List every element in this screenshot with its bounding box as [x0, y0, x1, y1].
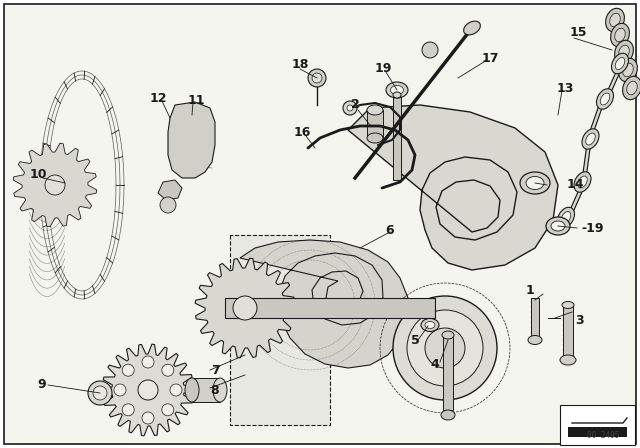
- Polygon shape: [195, 258, 295, 358]
- Bar: [563, 305, 573, 360]
- Polygon shape: [240, 240, 408, 368]
- Bar: [531, 298, 539, 340]
- Ellipse shape: [367, 105, 383, 115]
- Ellipse shape: [623, 76, 640, 100]
- Bar: [367, 110, 383, 138]
- Ellipse shape: [562, 302, 574, 309]
- Polygon shape: [13, 143, 97, 227]
- Ellipse shape: [623, 63, 633, 77]
- Circle shape: [170, 384, 182, 396]
- Ellipse shape: [615, 28, 625, 42]
- Ellipse shape: [582, 129, 599, 149]
- Circle shape: [122, 364, 134, 376]
- Ellipse shape: [425, 322, 435, 328]
- Bar: [225, 298, 435, 318]
- Circle shape: [142, 412, 154, 424]
- Circle shape: [138, 380, 158, 400]
- Text: 1: 1: [525, 284, 534, 297]
- Ellipse shape: [578, 176, 588, 188]
- Text: 2: 2: [351, 99, 360, 112]
- Ellipse shape: [526, 177, 544, 190]
- Text: 5: 5: [411, 333, 419, 346]
- Bar: [393, 95, 401, 180]
- Circle shape: [422, 42, 438, 58]
- Circle shape: [343, 101, 357, 115]
- Circle shape: [407, 310, 483, 386]
- Circle shape: [347, 105, 353, 111]
- Circle shape: [93, 386, 107, 400]
- Circle shape: [162, 404, 174, 416]
- Ellipse shape: [619, 45, 629, 59]
- Ellipse shape: [600, 93, 610, 105]
- Ellipse shape: [528, 336, 542, 345]
- Ellipse shape: [463, 21, 481, 35]
- Ellipse shape: [393, 92, 401, 98]
- Text: 18: 18: [291, 59, 308, 72]
- Ellipse shape: [390, 86, 403, 95]
- Polygon shape: [158, 180, 182, 200]
- Ellipse shape: [421, 319, 439, 332]
- Ellipse shape: [614, 40, 634, 64]
- Bar: [560, 405, 635, 445]
- Ellipse shape: [561, 211, 571, 224]
- Text: 14: 14: [566, 178, 584, 191]
- Polygon shape: [102, 344, 194, 436]
- Text: 4: 4: [431, 358, 440, 371]
- Circle shape: [114, 384, 126, 396]
- Circle shape: [88, 381, 112, 405]
- Circle shape: [45, 175, 65, 195]
- Text: 11: 11: [188, 94, 205, 107]
- Ellipse shape: [367, 133, 383, 143]
- Polygon shape: [230, 235, 330, 425]
- Text: -19: -19: [582, 221, 604, 234]
- Text: 12: 12: [149, 91, 167, 104]
- Text: 7: 7: [211, 363, 220, 376]
- Ellipse shape: [520, 172, 550, 194]
- Ellipse shape: [627, 81, 637, 95]
- Text: 10: 10: [29, 168, 47, 181]
- Ellipse shape: [441, 410, 455, 420]
- Circle shape: [393, 296, 497, 400]
- Text: 8: 8: [211, 383, 220, 396]
- Circle shape: [122, 404, 134, 416]
- Bar: [192, 378, 220, 402]
- Circle shape: [160, 197, 176, 213]
- Ellipse shape: [611, 53, 628, 74]
- Polygon shape: [348, 105, 558, 270]
- Text: 6: 6: [386, 224, 394, 237]
- Circle shape: [425, 328, 465, 368]
- Text: 9: 9: [38, 379, 46, 392]
- Circle shape: [312, 73, 322, 83]
- Circle shape: [142, 356, 154, 368]
- Ellipse shape: [574, 172, 591, 192]
- Bar: [568, 427, 627, 437]
- Circle shape: [233, 296, 257, 320]
- Ellipse shape: [185, 378, 199, 402]
- Bar: [443, 335, 453, 410]
- Ellipse shape: [551, 221, 565, 231]
- Ellipse shape: [615, 57, 625, 69]
- Ellipse shape: [442, 331, 454, 339]
- Ellipse shape: [386, 82, 408, 98]
- Circle shape: [162, 364, 174, 376]
- Circle shape: [308, 69, 326, 87]
- Ellipse shape: [619, 58, 637, 82]
- Ellipse shape: [557, 207, 575, 228]
- Ellipse shape: [611, 23, 629, 47]
- Text: 17: 17: [481, 52, 499, 65]
- Ellipse shape: [560, 355, 576, 365]
- Polygon shape: [168, 102, 215, 178]
- Ellipse shape: [596, 89, 614, 109]
- Text: 3: 3: [576, 314, 584, 327]
- Ellipse shape: [586, 133, 595, 145]
- Text: 00 2495: 00 2495: [587, 431, 619, 440]
- Ellipse shape: [605, 9, 625, 32]
- Ellipse shape: [610, 13, 620, 27]
- Text: 13: 13: [556, 82, 573, 95]
- Ellipse shape: [213, 378, 227, 402]
- Text: 16: 16: [293, 126, 310, 139]
- Text: 19: 19: [374, 61, 392, 74]
- Ellipse shape: [546, 217, 570, 235]
- Text: 15: 15: [569, 26, 587, 39]
